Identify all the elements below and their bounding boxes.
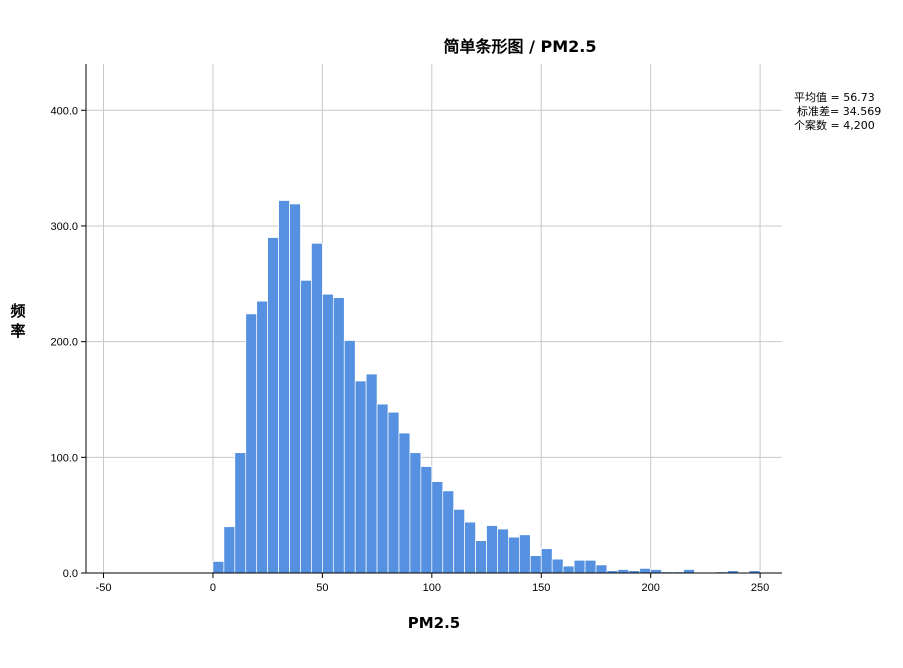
x-tick-label: 100 [423, 582, 441, 594]
histogram-bar [223, 526, 236, 574]
histogram-bar [540, 548, 553, 574]
histogram-bar [551, 558, 564, 574]
x-tick-label: 0 [210, 582, 216, 594]
histogram-bar [453, 509, 465, 574]
histogram-bar [332, 297, 345, 574]
histogram-bar [409, 452, 422, 574]
histogram-bar [595, 564, 608, 574]
histogram-bar [267, 237, 279, 574]
y-tick-label: 100.0 [50, 452, 78, 464]
x-tick-label: 200 [641, 582, 659, 594]
grid-layer [86, 64, 782, 573]
histogram-bar [617, 569, 630, 574]
histogram-bar [497, 528, 509, 574]
histogram-bar [486, 525, 498, 574]
histogram-bar [420, 466, 433, 574]
histogram-bar [289, 203, 301, 574]
histogram-bar [354, 380, 367, 574]
y-axis-label: 频率 [10, 302, 25, 340]
chart-title: 简单条形图 / PM2.5 [444, 37, 597, 56]
histogram-bar [683, 569, 695, 574]
histogram-bar [529, 555, 542, 574]
histogram-bar [475, 540, 487, 574]
histogram-bar [431, 481, 444, 574]
histogram-bar [212, 561, 225, 574]
bars-layer [212, 200, 761, 574]
histogram-bar [508, 536, 520, 574]
histogram-bar [343, 340, 356, 574]
ticks-layer: -50 0 50 100 150 200 250 0.0 100.0 200.0 300.0 400.… [50, 105, 769, 594]
y-tick-label: 200.0 [50, 337, 78, 349]
axes-layer [85, 64, 782, 574]
y-tick-label: 0.0 [63, 568, 78, 580]
histogram-bar [365, 373, 378, 574]
y-tick-label: 400.0 [50, 105, 78, 117]
statistics-box: 平均值 = 56.73 标准差= 34.569 个案数 = 4,200 [794, 91, 881, 132]
histogram-bar [650, 569, 662, 574]
histogram-bar [256, 300, 269, 574]
stat-mean: 平均值 = 56.73 [794, 91, 875, 104]
x-tick-label: -50 [96, 582, 112, 594]
histogram-bar [442, 490, 455, 574]
histogram-bar [573, 559, 586, 574]
x-tick-label: 150 [532, 582, 550, 594]
histogram-bar [278, 200, 290, 574]
histogram-bar [300, 279, 312, 574]
stat-std-dev: 标准差= 34.569 [797, 104, 881, 118]
histogram-bar [376, 403, 389, 574]
histogram-bar [562, 565, 575, 574]
histogram-bar [464, 521, 476, 574]
stat-count: 个案数 = 4,200 [794, 118, 875, 132]
histogram-bar [639, 568, 652, 574]
histogram-bar [311, 242, 323, 574]
x-tick-label: 250 [751, 582, 769, 594]
histogram-bar [234, 452, 247, 574]
histogram-bar [398, 432, 411, 574]
x-axis-label: PM2.5 [408, 614, 461, 632]
histogram-bar [322, 293, 334, 574]
histogram-bar [245, 313, 258, 574]
x-tick-label: 50 [316, 582, 328, 594]
y-tick-label: 300.0 [50, 221, 78, 233]
histogram-bar [519, 534, 531, 574]
histogram-bar [387, 411, 400, 574]
histogram-bar [584, 559, 597, 574]
